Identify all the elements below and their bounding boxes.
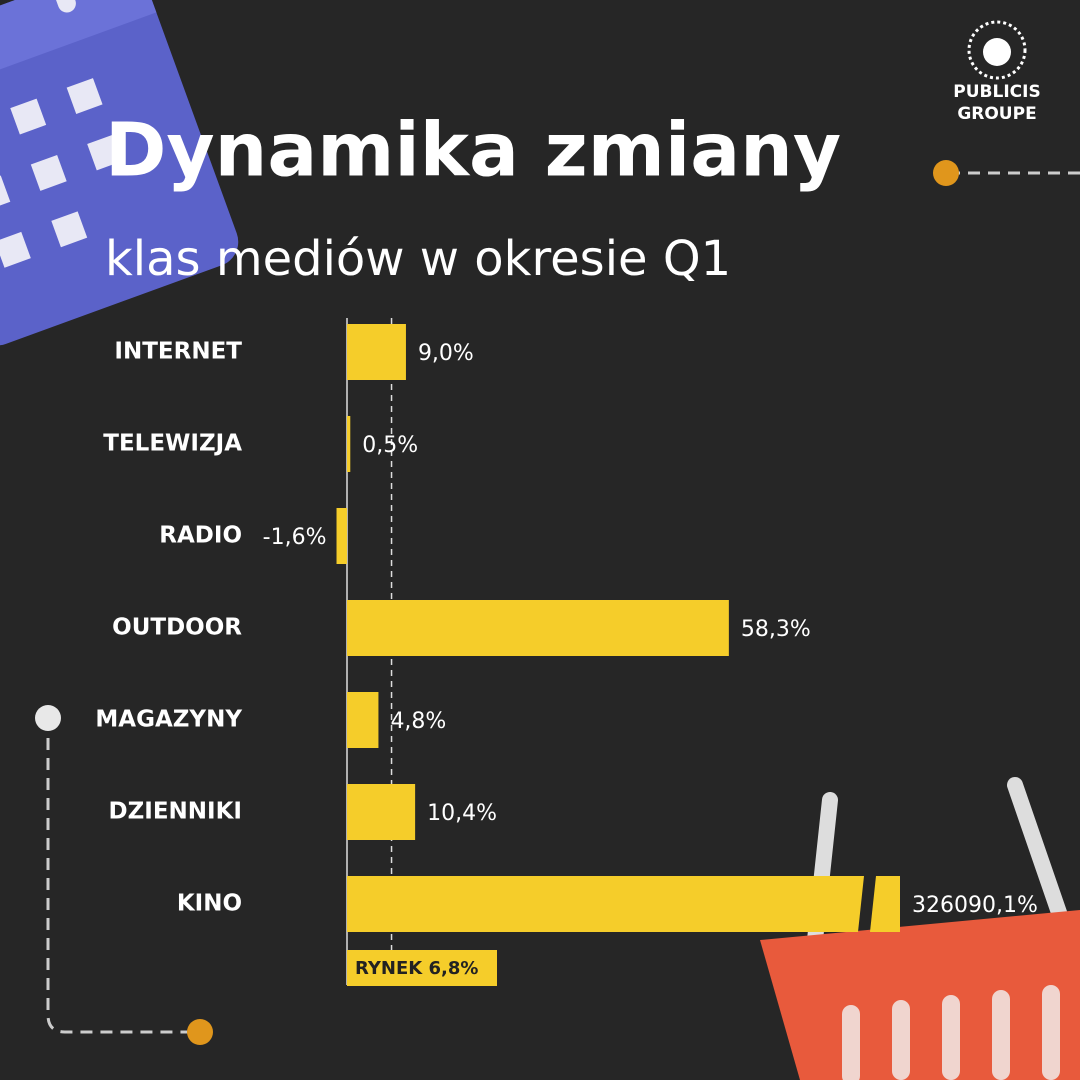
logo: PUBLICIS GROUPE (953, 20, 1041, 124)
bar (347, 784, 416, 840)
category-label: OUTDOOR (112, 615, 242, 641)
category-label: RADIO (159, 523, 242, 549)
bar (347, 324, 406, 380)
logo-text: PUBLICIS (953, 82, 1040, 102)
value-label: 10,4% (427, 801, 497, 826)
connector-decoration (35, 160, 1080, 1045)
category-label: INTERNET (114, 339, 242, 365)
reference-label: RYNEK 6,8% (355, 958, 478, 979)
bar (347, 600, 729, 656)
value-label: 326090,1% (912, 893, 1038, 918)
category-label: TELEWIZJA (103, 431, 242, 457)
bar (347, 692, 379, 748)
value-label: 4,8% (390, 709, 446, 734)
category-label: DZIENNIKI (109, 799, 242, 825)
calendar-decoration (0, 0, 239, 346)
chart-subtitle: klas mediów w okresie Q1 (105, 231, 731, 287)
bar (347, 876, 900, 932)
bar-part (347, 876, 864, 932)
category-label: KINO (177, 891, 242, 917)
value-label: -1,6% (263, 525, 327, 550)
reference-label-box (347, 950, 497, 986)
value-label: 9,0% (418, 341, 474, 366)
logo-text: GROUPE (957, 104, 1036, 124)
bar-part (870, 876, 900, 932)
bar (336, 508, 347, 564)
value-label: 58,3% (741, 617, 811, 642)
bar (347, 416, 351, 472)
value-label: 0,5% (362, 433, 418, 458)
basket-decoration (760, 777, 1080, 1080)
category-label: MAGAZYNY (95, 707, 242, 733)
chart-title: Dynamika zmiany (105, 108, 841, 194)
